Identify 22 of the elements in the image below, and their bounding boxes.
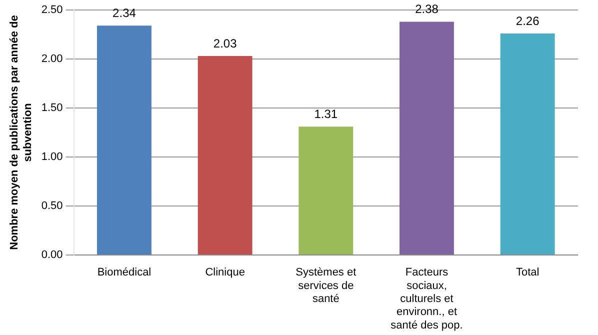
y-tick-label: 1.00 [41,151,63,164]
y-axis-title: Nombre moyen de publications par année de subvention [8,15,34,250]
x-tick-label: Facteurs sociaux, culturels et environn., et santé des pop. [390,266,463,332]
y-tick-label: 1.50 [41,102,63,114]
y-tick-label: 2.50 [41,4,63,16]
x-tick-label: Total [516,266,540,279]
bar [400,22,454,254]
data-label: 2.34 [112,6,136,20]
bar [298,126,354,254]
y-tick-label: 0.00 [41,249,63,262]
data-label: 2.26 [516,14,540,28]
data-label: 1.31 [314,106,338,121]
bar [97,26,152,254]
y-tick-label: 2.00 [41,53,63,66]
y-tick-label: 0.50 [41,200,63,212]
bar [198,56,252,254]
x-tick-label: Biomédical [97,266,152,279]
x-tick-label: Systèmes et services de santé [296,266,356,306]
data-label: 2.03 [213,36,238,50]
x-tick-label: Clinique [205,266,245,279]
bar [500,34,555,254]
data-label: 2.38 [415,2,439,16]
